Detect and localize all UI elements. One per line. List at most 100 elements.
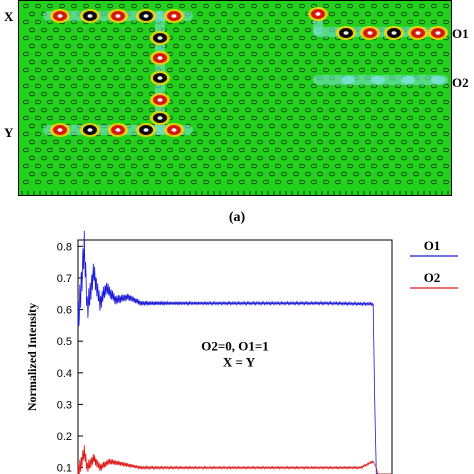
rod <box>376 155 383 161</box>
chart-annotation-line: O2=0, O1=1 <box>201 339 269 354</box>
rod <box>196 123 203 129</box>
rod <box>23 163 29 169</box>
rod <box>310 163 317 169</box>
rod <box>101 139 108 145</box>
intensity-chart-svg: 0.1 0.2 0.3 0.4 0.5 0.6 0.7 0.8 Normalized Inten… <box>25 230 458 474</box>
hotspot-center <box>391 31 397 35</box>
rod <box>280 123 287 129</box>
rod <box>28 11 35 17</box>
rod <box>394 163 401 169</box>
rod <box>268 75 275 81</box>
rod <box>400 91 407 97</box>
rod <box>46 179 53 185</box>
field-hotspots <box>50 7 448 137</box>
rod <box>101 59 108 65</box>
rod <box>83 83 90 89</box>
rod <box>340 139 347 145</box>
rod <box>89 91 96 97</box>
rod <box>322 115 329 121</box>
rod <box>274 35 281 41</box>
rod <box>208 139 215 145</box>
rod <box>107 99 114 105</box>
rod <box>442 147 449 153</box>
rod <box>436 155 443 161</box>
rod <box>358 163 365 169</box>
rod <box>370 131 377 137</box>
rod <box>40 27 47 33</box>
rod <box>77 59 84 65</box>
rod <box>23 35 29 41</box>
rod <box>137 75 144 81</box>
rod <box>418 147 425 153</box>
rod <box>340 171 347 177</box>
rod <box>107 83 114 89</box>
rod <box>143 3 150 9</box>
rod <box>178 99 185 105</box>
rod <box>143 115 150 121</box>
rod <box>226 67 233 73</box>
hotspot-center <box>415 31 421 35</box>
rod <box>256 27 263 33</box>
rod <box>328 171 335 177</box>
rod <box>394 115 401 121</box>
rod <box>166 147 173 153</box>
rod <box>34 67 41 73</box>
rod <box>412 139 419 145</box>
rod <box>65 27 72 33</box>
rod <box>322 99 329 105</box>
rod <box>83 115 90 121</box>
rod <box>442 51 449 57</box>
rod <box>244 75 251 81</box>
rod <box>238 19 245 25</box>
rod <box>298 51 305 57</box>
rod <box>346 3 353 9</box>
rod <box>101 91 108 97</box>
rod <box>364 139 371 145</box>
rod <box>430 179 437 185</box>
rod <box>226 19 233 25</box>
rod <box>34 83 41 89</box>
rod <box>190 147 197 153</box>
rod <box>23 131 29 137</box>
rod <box>358 115 365 121</box>
rod <box>262 19 269 25</box>
rod <box>364 107 371 113</box>
rod <box>107 35 114 41</box>
rod <box>436 59 443 65</box>
rod <box>346 163 353 169</box>
rod <box>190 163 197 169</box>
rod <box>23 19 29 25</box>
rod-lattice <box>23 3 449 185</box>
rod <box>226 147 233 153</box>
rod <box>40 91 47 97</box>
rod <box>238 179 245 185</box>
rod <box>304 139 311 145</box>
rod <box>406 99 413 105</box>
rod <box>214 163 221 169</box>
rod <box>202 3 209 9</box>
rod <box>95 35 102 41</box>
o2-faint-spot <box>341 76 355 84</box>
rod <box>286 35 293 41</box>
rod <box>95 51 102 57</box>
rod <box>274 163 281 169</box>
hotspot-center <box>143 128 149 132</box>
rod <box>143 51 150 57</box>
rod <box>292 107 299 113</box>
rod <box>442 163 449 169</box>
rod <box>256 155 263 161</box>
rod <box>107 3 114 9</box>
rod <box>244 59 251 65</box>
rod <box>40 59 47 65</box>
rod <box>65 139 72 145</box>
rod <box>53 107 60 113</box>
rod <box>286 115 293 121</box>
rod <box>77 75 84 81</box>
rod <box>316 123 323 129</box>
rod <box>208 91 215 97</box>
rod <box>214 83 221 89</box>
rod <box>412 123 419 129</box>
rod <box>77 171 84 177</box>
rod <box>148 27 155 33</box>
rod <box>370 19 377 25</box>
